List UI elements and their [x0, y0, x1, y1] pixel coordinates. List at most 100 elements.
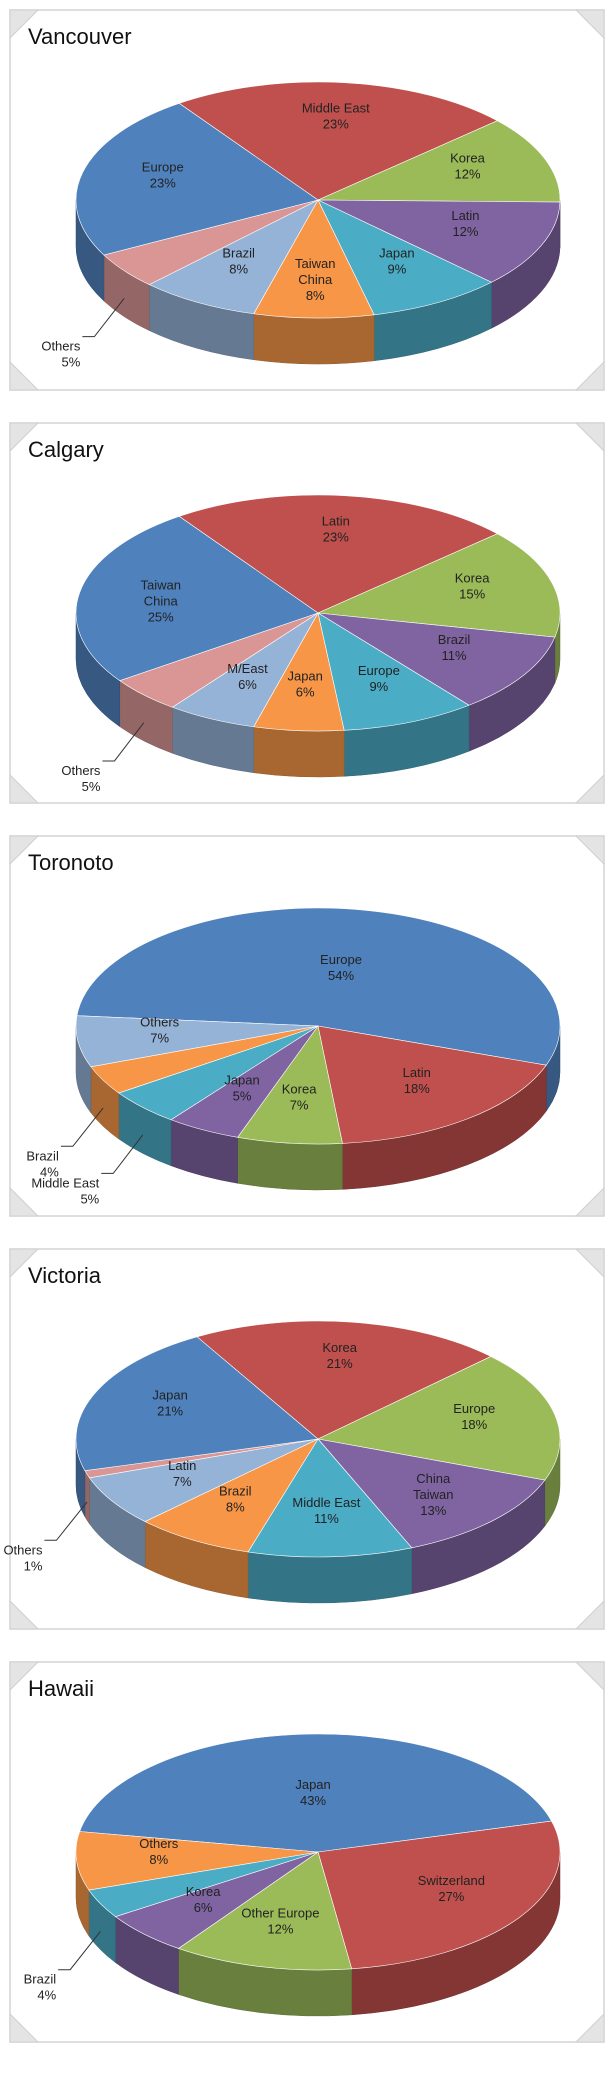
data-label-value: 23%: [323, 530, 349, 545]
slice: [317, 612, 556, 706]
slice-side: [237, 1137, 343, 1191]
slice: [88, 1438, 319, 1522]
slice: [75, 1015, 319, 1068]
data-label-value: 12%: [454, 167, 480, 182]
data-label-name: Switzerland: [418, 1873, 485, 1888]
slice: [178, 81, 498, 201]
data-label-name: Korea: [322, 1340, 357, 1355]
photo-corner: [9, 1661, 40, 1692]
slice: [75, 103, 319, 256]
data-label-value: 4%: [37, 1988, 56, 2003]
photo-corner: [574, 2012, 605, 2043]
photo-corner: [574, 360, 605, 391]
data-label-value: 7%: [150, 1030, 169, 1045]
slice: [177, 1851, 353, 1971]
leader-line: [102, 722, 145, 762]
data-label-name: Others: [140, 1014, 180, 1029]
data-label-value: 18%: [404, 1081, 430, 1096]
data-label-name: Europe: [142, 160, 184, 175]
data-label-name: Japan: [287, 669, 322, 684]
data-label-value: 5%: [82, 779, 101, 794]
data-label-name: Japan: [224, 1073, 259, 1088]
slice: [316, 533, 561, 638]
slice: [75, 1336, 319, 1472]
data-label-name: Korea: [450, 151, 485, 166]
data-label-value: 8%: [226, 1500, 245, 1515]
data-label-name: Brazil: [438, 632, 471, 647]
photo-corner: [574, 9, 605, 40]
slice: [237, 1025, 343, 1145]
data-label-value: 11%: [442, 648, 467, 663]
data-label-name: Others: [41, 339, 81, 354]
slice: [247, 1438, 413, 1558]
data-label-name: Korea: [455, 571, 490, 586]
slice: [76, 907, 561, 1066]
data-label-name: Latin: [403, 1065, 431, 1080]
data-label-value: 43%: [300, 1793, 326, 1808]
data-label-value: 1%: [24, 1558, 43, 1573]
data-label-value: 21%: [157, 1404, 183, 1419]
data-label-name: Latin: [168, 1458, 196, 1473]
photo-corner: [9, 422, 40, 453]
data-label-value: 12%: [452, 224, 478, 239]
chart: ToronotoEurope54%Latin18%Korea7%Japan5%M…: [9, 835, 605, 1217]
data-label-value: 5%: [80, 1191, 99, 1206]
chart-title: Victoria: [28, 1263, 102, 1288]
photo-corner: [9, 9, 40, 40]
data-label-name: China Taiwan: [413, 1471, 453, 1502]
data-label-name: Taiwan China: [295, 256, 335, 287]
data-label-value: 5%: [233, 1089, 252, 1104]
slice: [317, 199, 493, 316]
slice: [148, 199, 319, 315]
photo-corner: [574, 1661, 605, 1692]
chart-title: Hawaii: [28, 1676, 94, 1701]
slice: [196, 1320, 492, 1440]
data-label-name: Japan: [379, 246, 414, 261]
slice: [144, 1438, 319, 1553]
data-label-value: 7%: [290, 1097, 309, 1112]
data-label-name: Others: [139, 1836, 179, 1851]
data-label-value: 54%: [328, 968, 354, 983]
data-label-value: 6%: [194, 1900, 213, 1915]
data-label-name: Middle East: [31, 1175, 99, 1190]
data-label-name: Korea: [282, 1081, 317, 1096]
data-label-name: Taiwan China: [140, 577, 180, 608]
chart-title: Calgary: [28, 437, 104, 462]
photo-corner: [9, 1248, 40, 1279]
chart-title: Vancouver: [28, 24, 132, 49]
data-label-value: 7%: [173, 1474, 192, 1489]
slice: [317, 1820, 561, 1970]
leader-line: [101, 1134, 144, 1174]
slice: [317, 120, 561, 203]
leader-line: [60, 1107, 104, 1147]
data-label-name: Japan: [295, 1777, 330, 1792]
data-label-name: Brazil: [26, 1148, 59, 1163]
slice: [75, 1831, 319, 1891]
data-label-value: 21%: [327, 1356, 353, 1371]
data-label-value: 23%: [323, 117, 349, 132]
data-label-name: Latin: [322, 514, 350, 529]
data-label-value: 6%: [296, 685, 315, 700]
data-label-name: Brazil: [222, 246, 255, 261]
slice: [317, 199, 561, 283]
slice: [317, 1356, 561, 1481]
slice: [317, 612, 470, 731]
leader-line: [44, 1501, 88, 1541]
slice-side: [84, 1469, 90, 1525]
photo-corner: [9, 1186, 40, 1217]
photo-corner: [574, 773, 605, 804]
data-label-name: M/East: [227, 661, 268, 676]
data-label-value: 11%: [314, 1511, 339, 1526]
data-label-value: 27%: [438, 1889, 464, 1904]
data-label-name: Europe: [453, 1401, 495, 1416]
slice: [317, 1438, 546, 1549]
data-label-name: Other Europe: [241, 1906, 319, 1921]
photo-corner: [574, 835, 605, 866]
data-label-name: Europe: [320, 952, 362, 967]
photo-corner: [574, 1599, 605, 1630]
slice-side: [253, 726, 345, 778]
